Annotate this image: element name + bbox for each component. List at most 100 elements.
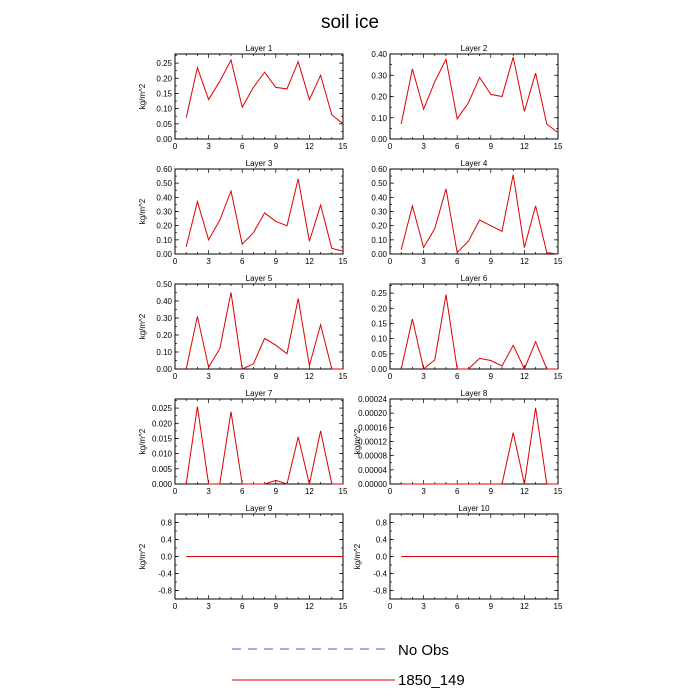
layer-6-ytick-label: 0.15 — [371, 319, 387, 328]
layer-9-xtick-label: 3 — [206, 602, 211, 611]
layer-8-ytick-label: 0.00024 — [358, 395, 387, 404]
layer-7-xtick-label: 9 — [274, 487, 279, 496]
layer-5-ytick-label: 0.30 — [156, 314, 172, 323]
layer-10-panel: Layer 10 0 3 6 9 12 15 -0.8 -0.4 0.0 0.4 0.8 kg/m^2 — [353, 504, 563, 611]
layer-4-xtick-label: 3 — [421, 257, 426, 266]
layer-7-ytick-label: 0.005 — [152, 465, 173, 474]
layer-8-ytick-label: 0.00020 — [358, 409, 387, 418]
layer-3-xtick-label: 9 — [274, 257, 279, 266]
layer-8-ytick-label: 0.00012 — [358, 438, 387, 447]
layer-9-ytick-label: 0.4 — [161, 536, 173, 545]
layer-1-ytick-label: 0.10 — [156, 105, 172, 114]
layer-10-ytick-label: 0.0 — [376, 553, 388, 562]
layer-4-xtick-label: 6 — [455, 257, 460, 266]
layer-7-ytick-label: 0.020 — [152, 419, 173, 428]
layer-6-ytick-label: 0.05 — [371, 350, 387, 359]
layer-5-xtick-label: 0 — [173, 372, 178, 381]
layer-4-ytick-label: 0.20 — [371, 222, 387, 231]
layer-1-panel: Layer 1 0 3 6 9 12 15 0.00 0.05 0.10 0.15 0.20 0.25 k… — [138, 44, 348, 151]
layer-3-xtick-label: 0 — [173, 257, 178, 266]
layer-9-xtick-label: 9 — [274, 602, 279, 611]
layer-4-title: Layer 4 — [461, 159, 488, 168]
layer-8-xtick-label: 3 — [421, 487, 426, 496]
layer-3-ytick-label: 0.00 — [156, 250, 172, 259]
layer-6-ytick-label: 0.20 — [371, 304, 387, 313]
layer-1-ytick-label: 0.05 — [156, 120, 172, 129]
layer-6-xtick-label: 9 — [489, 372, 494, 381]
layer-8-ylabel: kg/m^2 — [353, 428, 362, 454]
layer-5-xtick-label: 12 — [305, 372, 314, 381]
layer-9-panel: Layer 9 0 3 6 9 12 15 -0.8 -0.4 0.0 0.4 0.8 kg/m^2 — [138, 504, 348, 611]
layer-3-xtick-label: 15 — [339, 257, 348, 266]
layer-3-ytick-label: 0.40 — [156, 193, 172, 202]
layer-5-xtick-label: 9 — [274, 372, 279, 381]
layer-7-ytick-label: 0.000 — [152, 480, 173, 489]
layer-8-xtick-label: 0 — [388, 487, 393, 496]
layer-4-ytick-label: 0.10 — [371, 236, 387, 245]
layer-2-ytick-label: 0.20 — [371, 93, 387, 102]
layer-4-ytick-label: 0.60 — [371, 165, 387, 174]
layer-9-xtick-label: 12 — [305, 602, 314, 611]
layer-10-xtick-label: 15 — [554, 602, 563, 611]
layer-7-ytick-label: 0.015 — [152, 434, 173, 443]
layer-1-ytick-label: 0.25 — [156, 59, 172, 68]
layer-3-ytick-label: 0.50 — [156, 179, 172, 188]
layer-8-xtick-label: 6 — [455, 487, 460, 496]
layer-1-ylabel: kg/m^2 — [138, 83, 147, 109]
layer-10-ylabel: kg/m^2 — [353, 543, 362, 569]
legend: No Obs 1850_149 — [232, 642, 465, 689]
layer-10-xtick-label: 9 — [489, 602, 494, 611]
layer-4-panel: Layer 4 0 3 6 9 12 15 0.00 0.10 0.20 0.30 0.40 0.50 0… — [371, 159, 563, 266]
layer-8-ytick-label: 0.00016 — [358, 423, 387, 432]
layer-6-ytick-label: 0.10 — [371, 335, 387, 344]
layer-8-ytick-label: 0.00004 — [358, 466, 387, 475]
layer-5-xtick-label: 3 — [206, 372, 211, 381]
layer-10-ytick-label: 0.4 — [376, 536, 388, 545]
layer-5-ytick-label: 0.00 — [156, 365, 172, 374]
layer-9-ytick-label: -0.4 — [158, 570, 172, 579]
figure-title: soil ice — [321, 12, 379, 33]
layer-4-xtick-label: 0 — [388, 257, 393, 266]
layer-4-ytick-label: 0.50 — [371, 179, 387, 188]
layer-6-title: Layer 6 — [461, 274, 488, 283]
layer-1-ytick-label: 0.00 — [156, 135, 172, 144]
layer-1-title: Layer 1 — [246, 44, 273, 53]
layer-8-title: Layer 8 — [461, 389, 488, 398]
layer-5-series-line — [185, 292, 343, 370]
layer-3-title: Layer 3 — [246, 159, 273, 168]
layer-10-xtick-label: 6 — [455, 602, 460, 611]
layer-6-xtick-label: 15 — [554, 372, 563, 381]
layer-4-ytick-label: 0.30 — [371, 208, 387, 217]
layer-1-xtick-label: 12 — [305, 142, 314, 151]
layer-9-xtick-label: 0 — [173, 602, 178, 611]
layer-6-ytick-label: 0.00 — [371, 365, 387, 374]
layer-6-frame — [389, 283, 559, 370]
layer-4-series-line — [400, 174, 559, 255]
layer-10-title: Layer 10 — [458, 504, 490, 513]
layer-2-panel: Layer 2 0 3 6 9 12 15 0.00 0.10 0.20 0.30 0.40 — [371, 44, 563, 151]
layer-5-title: Layer 5 — [246, 274, 273, 283]
panels-grid: Layer 10 3 6 9 12 150.000.050.100.150.200.25k… — [138, 44, 563, 611]
layer-8-panel: Layer 8 0 3 6 9 12 15 0.00000 0.00004 0.00008 0.00… — [353, 389, 563, 496]
layer-7-title: Layer 7 — [246, 389, 273, 398]
layer-3-series-line — [185, 178, 344, 252]
layer-10-ytick-label: -0.4 — [373, 570, 387, 579]
layer-8-ytick-label: 0.00008 — [358, 452, 387, 461]
layer-10-xtick-label: 3 — [421, 602, 426, 611]
layer-4-xtick-label: 15 — [554, 257, 563, 266]
layer-4-xtick-label: 12 — [520, 257, 529, 266]
layer-5-xtick-label: 6 — [240, 372, 245, 381]
layer-8-series-line — [401, 407, 558, 485]
layer-1-xtick-label: 9 — [274, 142, 279, 151]
layer-7-xtick-label: 12 — [305, 487, 314, 496]
layer-6-series-line — [400, 294, 558, 371]
layer-7-ytick-label: 0.010 — [152, 450, 173, 459]
layer-5-ytick-label: 0.40 — [156, 297, 172, 306]
layer-9-ytick-label: 0.8 — [161, 519, 173, 528]
layer-3-ylabel: kg/m^2 — [138, 198, 147, 224]
legend-label-no-obs: No Obs — [398, 642, 449, 659]
layer-10-xtick-label: 12 — [520, 602, 529, 611]
layer-7-xtick-label: 15 — [339, 487, 348, 496]
layer-3-ytick-label: 0.10 — [156, 236, 172, 245]
